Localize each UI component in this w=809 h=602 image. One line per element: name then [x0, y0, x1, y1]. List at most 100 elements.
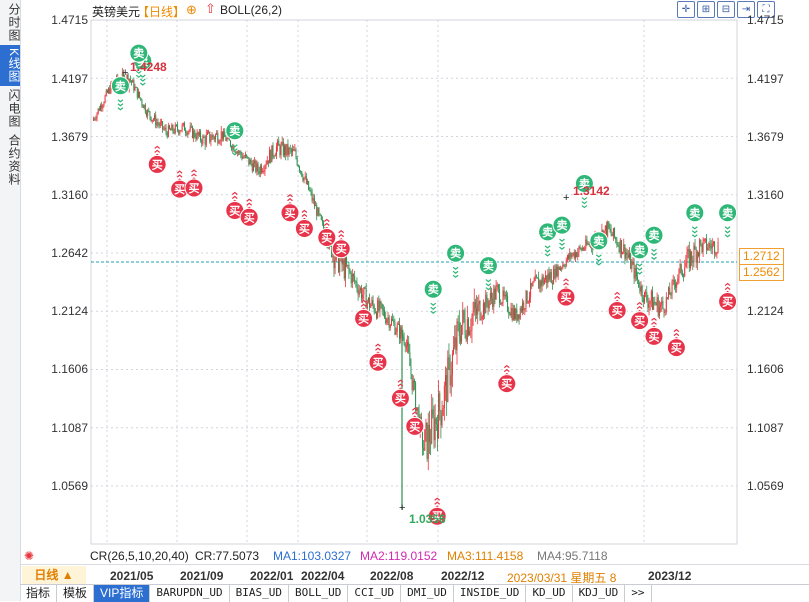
candle-body [565, 260, 567, 267]
buy-signal-label: 买 [501, 378, 512, 391]
candle-body [256, 163, 258, 172]
sell-chevron [581, 205, 588, 209]
candle-body [522, 302, 524, 312]
buy-chevron [301, 209, 308, 213]
period-tag[interactable]: 【日线】 [137, 5, 186, 19]
tab-bias[interactable]: BIAS_UD [230, 585, 289, 602]
candle-body [646, 291, 648, 301]
crosshair-icon[interactable]: ✛ [677, 1, 695, 18]
circle-plus-icon[interactable]: ⊕ [186, 2, 197, 17]
scroll-end-icon[interactable]: ⇥ [737, 1, 755, 18]
candle-body [504, 294, 506, 297]
candle-body [579, 246, 581, 248]
candle-body [473, 301, 475, 313]
candle-body [649, 301, 651, 304]
chart-header: 英镑美元 【日线】 ⊕ ⇧ BOLL(26,2) ✛ ⊞ ⊟ ⇥ ⛶ [20, 0, 809, 20]
candle-body [710, 245, 712, 249]
candle-body [493, 288, 495, 307]
period-button[interactable]: 日线 ▲ [22, 566, 86, 584]
candle-body [487, 303, 489, 309]
candle-body [489, 293, 491, 301]
fullscreen-icon[interactable]: ⛶ [757, 1, 775, 18]
candle-body [267, 160, 269, 164]
tab-barupdn[interactable]: BARUPDN_UD [150, 585, 230, 602]
candle-body [631, 262, 633, 269]
zoom-out-icon[interactable]: ⊟ [717, 1, 735, 18]
candle-body [549, 271, 551, 280]
candle-body [619, 240, 621, 253]
candle-body [361, 288, 363, 299]
sell-signal-icon [630, 240, 650, 260]
candle-body [141, 99, 143, 105]
sell-chevron [691, 230, 698, 234]
candle-body [576, 252, 578, 257]
buy-chevron [360, 299, 367, 303]
sell-chevron [544, 249, 551, 253]
nav-contract-info[interactable]: 合约资料 [7, 134, 21, 187]
candle-body [693, 245, 695, 263]
buy-chevron [375, 347, 381, 351]
candle-body [294, 149, 296, 151]
candle-body [463, 310, 465, 320]
buy-signal-icon [239, 207, 259, 227]
nav-flash[interactable]: 闪电图 [7, 89, 21, 129]
candle-body [472, 312, 474, 317]
candle-body [702, 241, 704, 252]
candle-body [110, 82, 112, 94]
candle-body [195, 137, 197, 140]
candle-body [281, 141, 283, 145]
y-tick-right: 1.4715 [747, 13, 784, 27]
candle-body [373, 305, 375, 313]
sell-signal-label: 卖 [649, 228, 660, 242]
candle-body [632, 262, 634, 264]
sell-signal-label: 卖 [483, 259, 494, 273]
candle-body [183, 122, 185, 131]
candle-body [508, 310, 510, 314]
x-tick: 2022/08 [370, 569, 414, 583]
sell-chevron [544, 253, 551, 257]
tab-dmi[interactable]: DMI_UD [401, 585, 454, 602]
nav-intraday[interactable]: 分时图 [7, 3, 21, 42]
candle-body [622, 252, 624, 255]
candle-body [535, 275, 537, 278]
candle-body [574, 252, 576, 259]
candle-body [244, 154, 246, 158]
sell-chevron [135, 70, 142, 74]
sell-chevron [430, 306, 437, 310]
tab-boll[interactable]: BOLL_UD [289, 585, 349, 602]
candle-body [316, 205, 318, 217]
tab-indicators[interactable]: 指标 [20, 585, 58, 602]
candle-body [707, 248, 709, 250]
candle-body [458, 323, 460, 337]
candle-body [465, 334, 467, 341]
candle-body [196, 132, 198, 140]
candle-body [449, 358, 451, 386]
sell-chevron [595, 262, 602, 266]
sell-signal-label: 卖 [229, 124, 240, 138]
settings-icon[interactable]: ✺ [24, 549, 35, 563]
nav-kline[interactable]: K线图 [0, 45, 21, 87]
candle-body [303, 177, 305, 181]
tab-templates[interactable]: 模板 [57, 585, 95, 602]
zoom-in-icon[interactable]: ⊞ [697, 1, 715, 18]
red-arrow-icon[interactable]: ⇧ [205, 1, 216, 16]
candle-body [634, 268, 636, 279]
candle-body [479, 301, 481, 320]
tab-cci[interactable]: CCI_UD [348, 585, 402, 602]
candle-body [342, 259, 344, 265]
tab-inside[interactable]: INSIDE_UD [454, 585, 527, 602]
low-annotation: 1.0356 [409, 512, 446, 526]
indicator-label[interactable]: BOLL(26,2) [220, 3, 283, 17]
candle-body [139, 91, 141, 98]
buy-signal-icon [497, 374, 517, 394]
tab-more[interactable]: >> [625, 585, 652, 602]
candle-body [656, 297, 658, 306]
candle-body [455, 337, 457, 351]
buy-chevron [636, 305, 643, 310]
candle-body [424, 429, 426, 451]
tab-kdj[interactable]: KDJ_UD [573, 585, 626, 602]
tab-vip-indicators[interactable]: VIP指标 [94, 585, 151, 602]
tab-kd[interactable]: KD_UD [526, 585, 573, 602]
candle-body [372, 299, 374, 306]
